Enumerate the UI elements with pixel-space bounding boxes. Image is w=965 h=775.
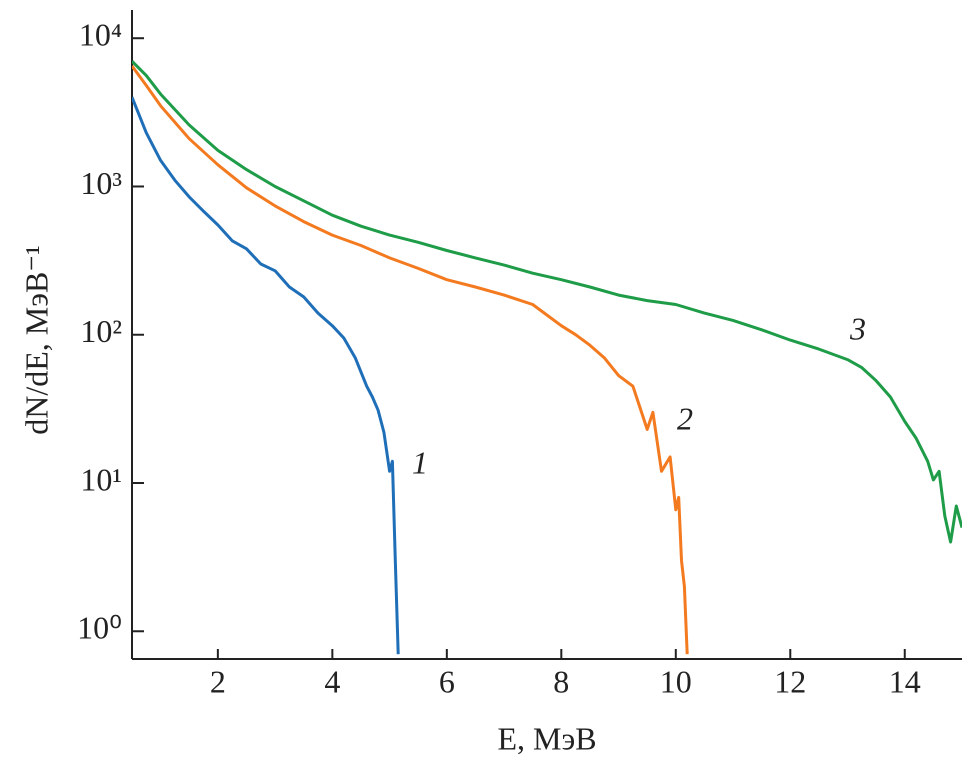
x-tick-label: 4	[324, 663, 340, 699]
y-tick-label: 10⁴	[79, 17, 122, 53]
series-line	[132, 96, 400, 655]
x-tick-label: 8	[553, 663, 569, 699]
x-tick-label: 6	[439, 663, 455, 699]
x-tick-label: 10	[660, 663, 692, 699]
y-tick-label: 10²	[80, 313, 122, 349]
x-tick-label: 14	[889, 663, 921, 699]
series-label: 2	[677, 400, 693, 436]
series-line	[132, 60, 962, 544]
y-axis-label: dN/dE, МэВ⁻¹	[18, 245, 54, 435]
series-label: 1	[412, 444, 428, 480]
y-tick-label: 10³	[80, 165, 122, 201]
series-label: 3	[849, 310, 866, 346]
y-tick-label: 10¹	[80, 461, 122, 497]
x-axis-label: E, МэВ	[497, 720, 596, 756]
x-tick-label: 12	[774, 663, 806, 699]
y-tick-label: 10⁰	[77, 610, 122, 646]
series-line	[132, 65, 689, 655]
x-tick-label: 2	[210, 663, 226, 699]
